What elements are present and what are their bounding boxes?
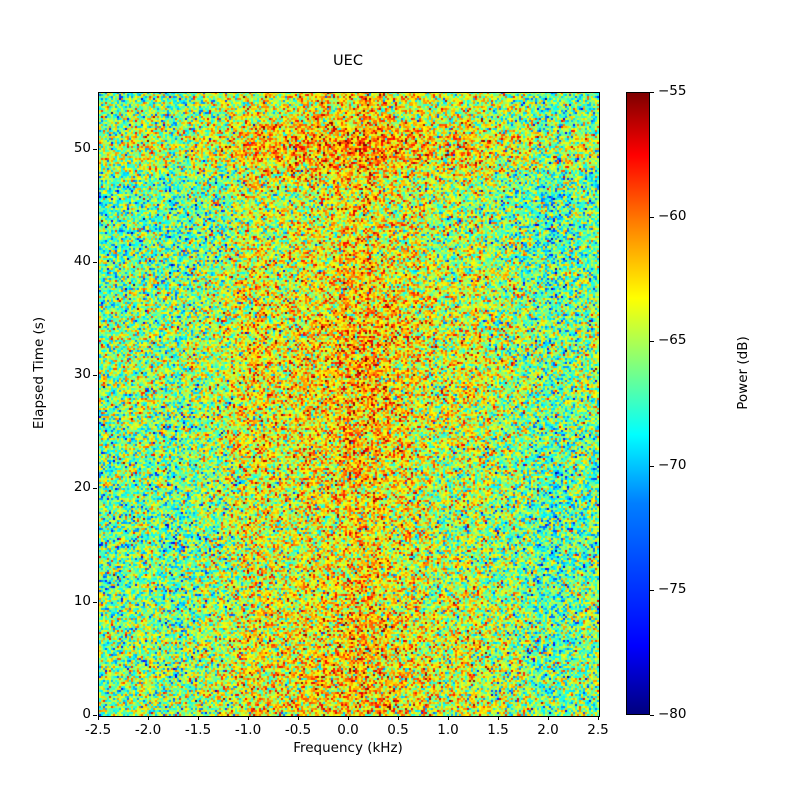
y-tick-mark bbox=[93, 715, 97, 716]
y-tick-label: 20 bbox=[73, 479, 91, 496]
colorbar-tick-label: −75 bbox=[658, 581, 687, 598]
y-tick-label: 50 bbox=[73, 139, 91, 156]
x-tick-label: 1.5 bbox=[487, 722, 509, 738]
colorbar-tick-mark bbox=[650, 465, 654, 467]
y-tick-label: 40 bbox=[73, 252, 91, 269]
spectrogram-heatmap bbox=[99, 93, 599, 716]
colorbar-container bbox=[626, 92, 650, 715]
x-tick-label: 0.5 bbox=[387, 722, 409, 738]
y-tick-label: 0 bbox=[82, 706, 91, 722]
colorbar-tick-mark bbox=[650, 216, 654, 218]
x-tick-mark bbox=[298, 716, 299, 720]
y-tick-label: 30 bbox=[73, 366, 91, 383]
colorbar-gradient bbox=[626, 92, 650, 715]
x-tick-mark bbox=[98, 716, 99, 720]
colorbar-tick-label: −65 bbox=[658, 332, 687, 349]
y-tick-mark bbox=[93, 375, 97, 377]
x-tick-mark bbox=[548, 716, 549, 720]
x-tick-label: 2.5 bbox=[587, 722, 609, 738]
x-tick-mark bbox=[198, 716, 199, 720]
colorbar-tick-label: −70 bbox=[658, 456, 687, 473]
y-tick-mark bbox=[93, 261, 97, 263]
x-axis-label: Frequency (kHz) bbox=[293, 740, 403, 756]
colorbar-tick-mark bbox=[650, 590, 654, 592]
x-tick-mark bbox=[448, 716, 449, 720]
x-tick-mark bbox=[348, 716, 349, 720]
y-tick-mark bbox=[93, 148, 97, 150]
colorbar-tick-label: −80 bbox=[658, 706, 687, 722]
x-tick-label: -1.0 bbox=[234, 722, 262, 738]
x-tick-mark bbox=[498, 716, 499, 720]
colorbar-tick-mark bbox=[650, 715, 654, 716]
x-tick-label: 1.0 bbox=[437, 722, 459, 738]
x-tick-label: 0.0 bbox=[337, 722, 359, 738]
colorbar-label: Power (dB) bbox=[735, 336, 751, 410]
y-tick-mark bbox=[93, 601, 97, 603]
x-tick-label: -2.0 bbox=[134, 722, 162, 738]
colorbar-tick-label: −60 bbox=[658, 207, 687, 224]
colorbar-tick-mark bbox=[650, 341, 654, 343]
y-axis-label: Elapsed Time (s) bbox=[31, 316, 47, 430]
x-tick-mark bbox=[148, 716, 149, 720]
x-tick-label: -1.5 bbox=[184, 722, 212, 738]
x-tick-mark bbox=[398, 716, 399, 720]
spectrogram-axes bbox=[98, 92, 600, 717]
y-tick-label: 10 bbox=[73, 592, 91, 609]
x-tick-label: -0.5 bbox=[284, 722, 312, 738]
x-tick-mark bbox=[598, 716, 599, 720]
title-line-instrument: UEC bbox=[333, 53, 363, 69]
x-tick-label: 2.0 bbox=[537, 722, 559, 738]
x-tick-mark bbox=[248, 716, 249, 720]
y-tick-mark bbox=[93, 488, 97, 490]
colorbar-tick-label: −55 bbox=[658, 83, 687, 99]
x-tick-label: -2.5 bbox=[84, 722, 112, 738]
colorbar-tick-mark bbox=[650, 92, 654, 93]
